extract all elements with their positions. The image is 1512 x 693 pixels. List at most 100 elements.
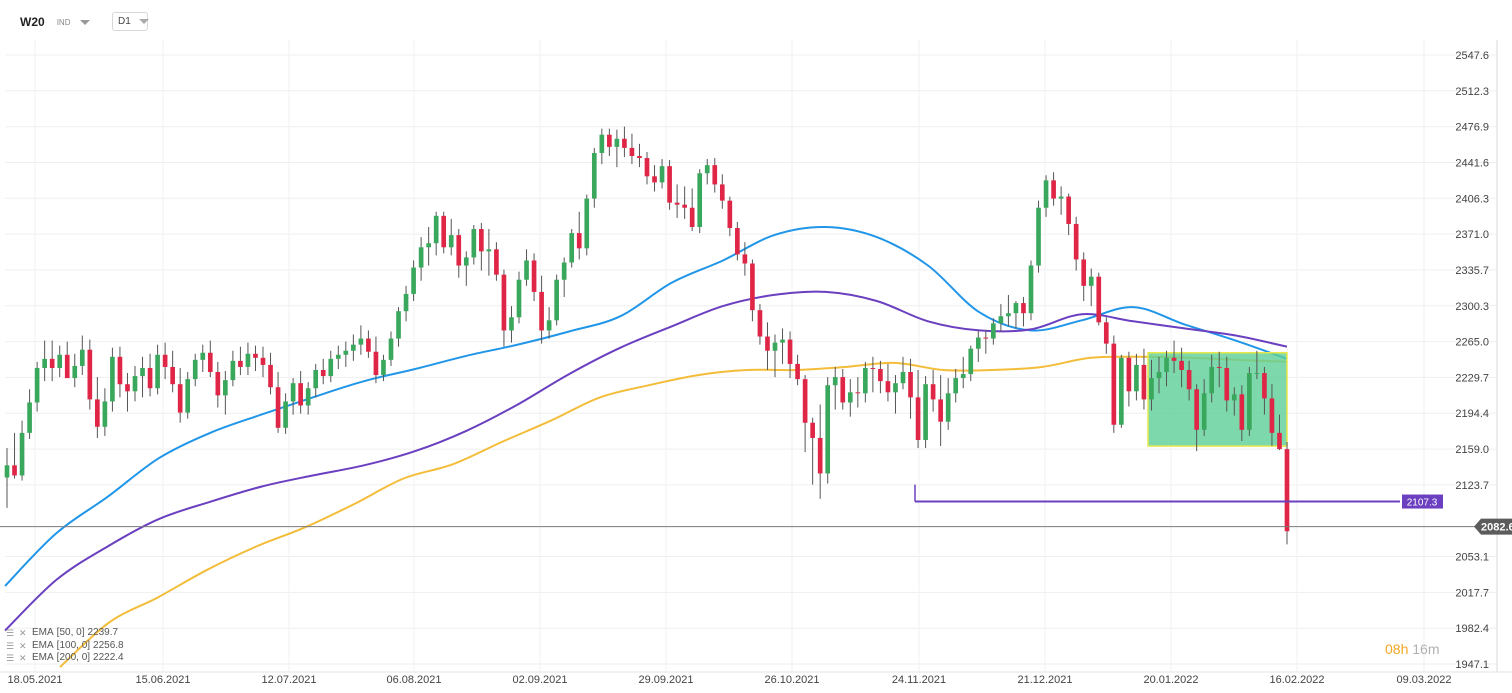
candle-body xyxy=(1013,303,1019,314)
candle-body xyxy=(682,204,687,208)
chart-header: W20 IND xyxy=(20,12,91,32)
candle-body xyxy=(795,363,800,380)
candle-body xyxy=(1209,366,1215,394)
y-tick-label: 2406.3 xyxy=(1455,193,1489,205)
candle-body xyxy=(140,367,145,377)
candle-body xyxy=(1149,378,1154,400)
candle-body xyxy=(878,368,883,382)
candle-body xyxy=(373,351,379,376)
candle-body xyxy=(170,366,175,385)
timeframe-select[interactable]: D1 xyxy=(112,12,149,31)
candle-body xyxy=(772,342,778,351)
candle-body xyxy=(358,338,364,345)
candle-body xyxy=(200,352,206,360)
candle-body xyxy=(554,279,559,321)
candle-countdown: 08h 16m xyxy=(1385,641,1439,657)
candle-body xyxy=(177,384,183,413)
candle-body xyxy=(584,198,590,249)
candle-body xyxy=(147,367,153,389)
candle-body xyxy=(644,158,650,177)
candle-body xyxy=(652,176,657,183)
indicator-value: 2256.8 xyxy=(93,639,124,651)
instrument-type-label: IND xyxy=(56,17,71,27)
indicator-row[interactable]: ☰ ✕ EMA [100, 0] 2256.8 xyxy=(6,640,124,653)
candle-body xyxy=(441,215,447,248)
candle-body xyxy=(1262,373,1267,399)
highlight-zone[interactable] xyxy=(1147,352,1288,447)
settings-icon[interactable]: ☰ xyxy=(6,640,15,651)
candle-body xyxy=(448,235,454,248)
candle-body xyxy=(998,316,1004,324)
candle-body xyxy=(102,401,108,427)
candle-body xyxy=(426,243,431,248)
candle-body xyxy=(622,138,627,148)
candle-body xyxy=(411,267,416,294)
candle-body xyxy=(614,138,620,147)
candle-body xyxy=(162,354,168,367)
symbol-label[interactable]: W20 xyxy=(20,15,45,29)
settings-icon[interactable]: ☰ xyxy=(6,628,15,638)
candle-body xyxy=(471,229,477,258)
close-icon[interactable]: ✕ xyxy=(19,640,27,651)
candle-body xyxy=(501,274,507,331)
candle-body xyxy=(539,291,544,331)
candle-body xyxy=(125,384,130,392)
close-icon[interactable]: ✕ xyxy=(19,628,27,638)
candle-body xyxy=(1119,357,1124,425)
indicator-params: [50, 0] xyxy=(56,627,85,638)
candle-body xyxy=(1134,364,1139,392)
candle-body xyxy=(802,379,808,423)
highlight-zone-layer[interactable] xyxy=(1147,352,1288,447)
candle-body xyxy=(599,134,605,153)
candle-body xyxy=(930,384,936,400)
countdown-hours: 08h xyxy=(1385,641,1409,657)
indicator-name: EMA xyxy=(32,639,54,651)
indicator-row[interactable]: ☰ ✕ EMA [200, 0] 2222.4 xyxy=(6,652,124,665)
x-tick-label: 26.10.2021 xyxy=(764,674,819,686)
candle-body xyxy=(1277,432,1282,450)
candle-body xyxy=(19,432,25,476)
candle-body xyxy=(343,350,349,355)
candle-body xyxy=(968,348,974,375)
candle-body xyxy=(117,356,123,385)
candle-body xyxy=(207,352,213,373)
close-icon[interactable]: ✕ xyxy=(19,653,27,663)
candle-body xyxy=(757,310,763,337)
candle-body xyxy=(42,358,47,368)
candle-body xyxy=(742,254,748,264)
candle-body xyxy=(953,378,959,394)
candle-body xyxy=(305,388,311,406)
settings-icon[interactable]: ☰ xyxy=(6,653,15,663)
candle-body xyxy=(863,367,868,394)
candle-body xyxy=(719,184,725,201)
indicator-row[interactable]: ☰ ✕ EMA [50, 0] 2239.7 xyxy=(6,627,124,640)
candle-body xyxy=(516,279,522,318)
candle-body xyxy=(283,401,288,428)
grid xyxy=(5,40,1497,672)
candle-body xyxy=(12,465,17,476)
x-tick-label: 16.02.2022 xyxy=(1269,674,1324,686)
candle-body xyxy=(727,200,733,229)
candle-body xyxy=(1247,373,1252,430)
candle-body xyxy=(576,233,582,249)
indicator-params: [200, 0] xyxy=(56,652,91,663)
candle-body xyxy=(1088,276,1094,286)
candle-body xyxy=(396,311,401,339)
candle-body xyxy=(546,320,552,331)
x-tick-label: 06.08.2021 xyxy=(386,674,441,686)
timeframe-label: D1 xyxy=(118,16,131,27)
candle-body xyxy=(923,384,928,440)
candle-body xyxy=(418,247,424,268)
x-tick-label: 12.07.2021 xyxy=(261,674,316,686)
candle-body xyxy=(1284,449,1290,532)
ema-line xyxy=(59,355,1288,668)
candle-body xyxy=(1216,366,1222,368)
y-tick-label: 2512.3 xyxy=(1455,86,1489,98)
y-tick-label: 1947.1 xyxy=(1455,659,1489,671)
candle-body xyxy=(253,353,258,358)
candle-body xyxy=(945,393,951,422)
candle-body xyxy=(260,357,266,365)
candle-body xyxy=(381,359,386,376)
symbol-dropdown-icon[interactable] xyxy=(80,19,91,25)
